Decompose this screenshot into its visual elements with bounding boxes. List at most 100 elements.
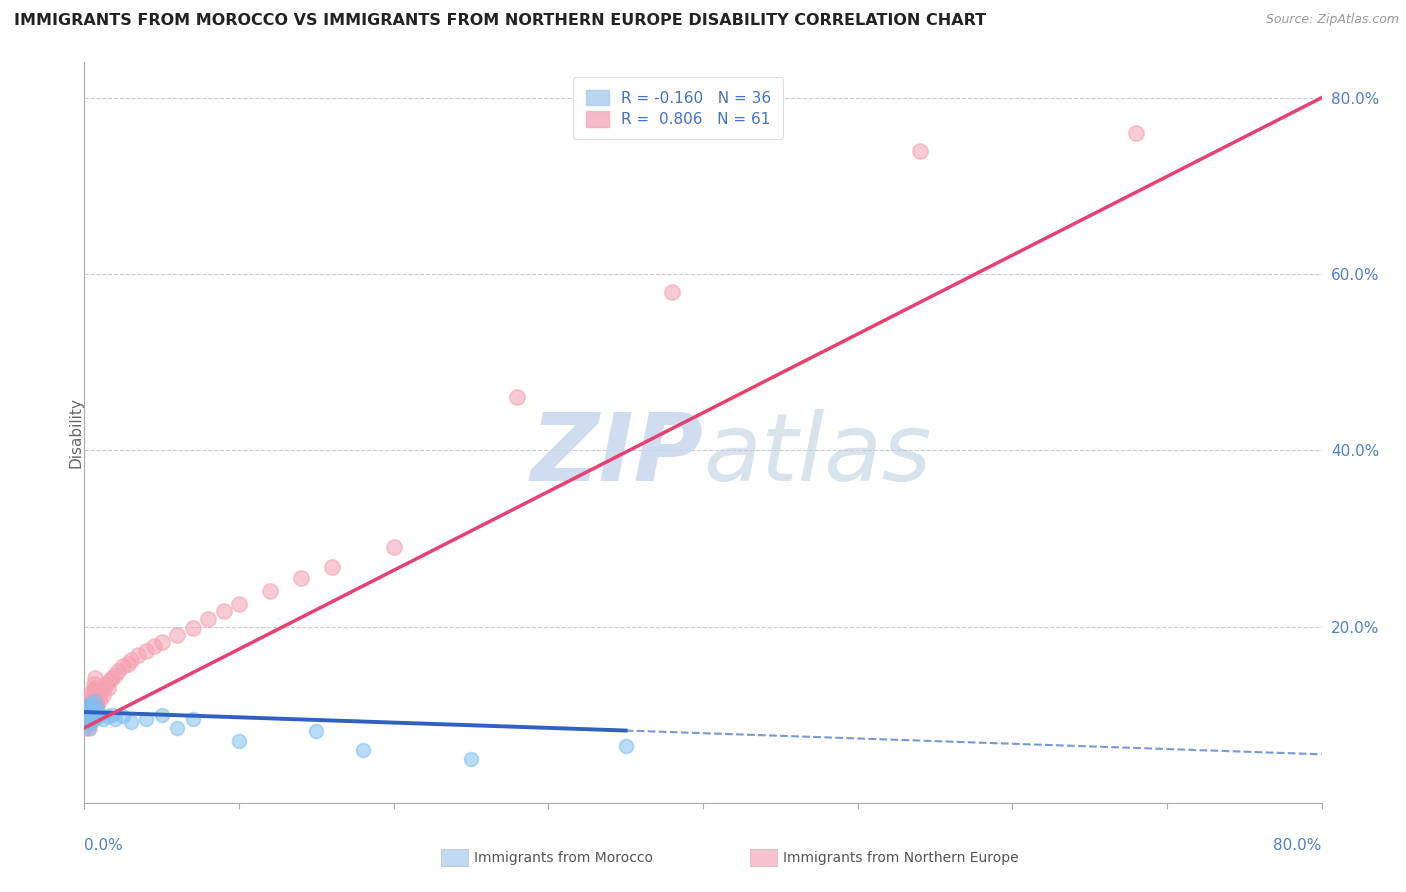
Point xyxy=(76,698,98,713)
Point xyxy=(197,612,219,626)
Point xyxy=(76,716,98,731)
Text: atlas: atlas xyxy=(703,409,931,500)
Point xyxy=(89,707,111,722)
Point xyxy=(76,697,98,711)
Point xyxy=(73,707,96,722)
Point xyxy=(82,709,104,723)
Point xyxy=(84,690,107,704)
Text: Immigrants from Morocco: Immigrants from Morocco xyxy=(474,851,654,864)
Legend: R = -0.160   N = 36, R =  0.806   N = 61: R = -0.160 N = 36, R = 0.806 N = 61 xyxy=(574,78,783,139)
Point xyxy=(143,639,166,653)
FancyBboxPatch shape xyxy=(749,849,778,866)
Point xyxy=(76,703,98,717)
Point xyxy=(77,691,100,706)
Point xyxy=(107,664,129,678)
Point xyxy=(87,694,110,708)
Text: 80.0%: 80.0% xyxy=(1274,838,1322,853)
Point xyxy=(1125,126,1147,140)
Point xyxy=(75,712,97,726)
Point xyxy=(83,703,105,717)
Point xyxy=(321,559,343,574)
Point xyxy=(73,712,96,726)
Point xyxy=(94,677,117,691)
Point xyxy=(82,703,104,717)
Point xyxy=(352,743,374,757)
Point xyxy=(101,671,124,685)
Point xyxy=(382,540,405,554)
Point xyxy=(127,648,149,662)
Point xyxy=(79,707,101,722)
Point xyxy=(112,709,135,723)
Point xyxy=(82,709,104,723)
Point xyxy=(91,712,114,726)
Point xyxy=(84,681,107,696)
Point xyxy=(228,598,250,612)
Point xyxy=(290,571,312,585)
Point xyxy=(82,706,104,720)
Point xyxy=(150,635,173,649)
Point xyxy=(75,714,97,729)
Point xyxy=(112,659,135,673)
Point xyxy=(76,716,98,731)
Point xyxy=(79,697,101,711)
Point xyxy=(120,714,142,729)
Point xyxy=(93,681,115,696)
Point xyxy=(79,707,101,722)
Text: ZIP: ZIP xyxy=(530,409,703,500)
Text: Immigrants from Northern Europe: Immigrants from Northern Europe xyxy=(783,851,1019,864)
Text: IMMIGRANTS FROM MOROCCO VS IMMIGRANTS FROM NORTHERN EUROPE DISABILITY CORRELATIO: IMMIGRANTS FROM MOROCCO VS IMMIGRANTS FR… xyxy=(14,13,986,29)
Point xyxy=(73,707,96,722)
Point xyxy=(86,697,108,711)
Text: Source: ZipAtlas.com: Source: ZipAtlas.com xyxy=(1265,13,1399,27)
Point xyxy=(104,712,127,726)
Point xyxy=(86,700,108,714)
Point xyxy=(117,657,139,671)
Point xyxy=(83,683,105,698)
Point xyxy=(75,718,97,732)
Point xyxy=(96,681,118,696)
Point xyxy=(614,739,637,753)
Point xyxy=(83,691,105,706)
Point xyxy=(86,685,108,699)
Point xyxy=(77,711,100,725)
Point xyxy=(460,752,482,766)
Point xyxy=(166,721,188,735)
Point xyxy=(86,709,108,723)
Point xyxy=(89,691,111,706)
Point xyxy=(181,621,204,635)
Point xyxy=(77,700,100,714)
Point xyxy=(75,703,97,717)
Point xyxy=(79,694,101,708)
Point xyxy=(84,700,107,714)
Point xyxy=(908,144,931,158)
Point xyxy=(104,668,127,682)
Point xyxy=(76,709,98,723)
Point xyxy=(228,734,250,748)
Text: 0.0%: 0.0% xyxy=(84,838,124,853)
Point xyxy=(82,697,104,711)
Point xyxy=(135,712,157,726)
Point xyxy=(77,721,100,735)
Point xyxy=(166,628,188,642)
Point xyxy=(84,671,107,685)
Point xyxy=(181,712,204,726)
Point xyxy=(305,723,328,738)
Point xyxy=(84,706,107,720)
Point xyxy=(76,707,98,722)
Point xyxy=(120,653,142,667)
Point xyxy=(79,685,101,699)
Point xyxy=(79,714,101,729)
Point xyxy=(83,677,105,691)
Point xyxy=(259,584,281,599)
FancyBboxPatch shape xyxy=(440,849,468,866)
Point xyxy=(212,604,235,618)
Point xyxy=(83,694,105,708)
Y-axis label: Disability: Disability xyxy=(69,397,83,468)
Point xyxy=(135,644,157,658)
Point xyxy=(150,707,173,722)
Point xyxy=(77,721,100,735)
Point xyxy=(661,285,683,299)
Point xyxy=(506,390,529,404)
Point xyxy=(83,707,105,722)
Point xyxy=(91,688,114,702)
